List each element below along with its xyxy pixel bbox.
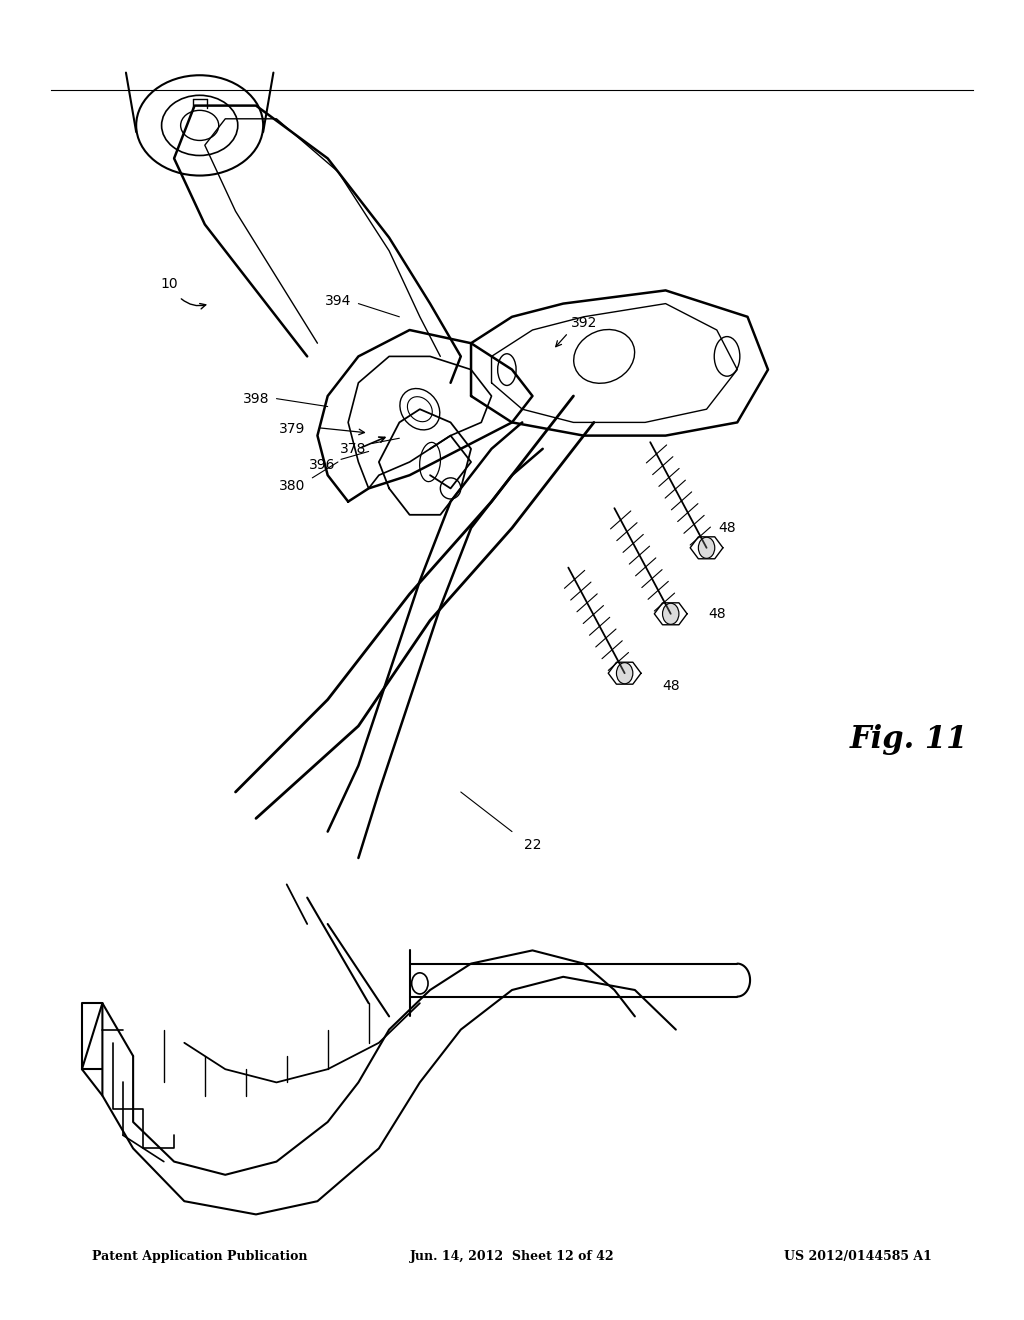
Text: 380: 380 — [279, 479, 305, 492]
Circle shape — [663, 603, 679, 624]
Text: 394: 394 — [325, 294, 351, 308]
Text: Jun. 14, 2012  Sheet 12 of 42: Jun. 14, 2012 Sheet 12 of 42 — [410, 1250, 614, 1263]
Text: 379: 379 — [279, 422, 305, 436]
Text: 378: 378 — [340, 442, 367, 455]
Text: 48: 48 — [662, 680, 680, 693]
Text: 396: 396 — [309, 458, 336, 471]
Text: 22: 22 — [523, 838, 542, 851]
Text: 398: 398 — [243, 392, 269, 405]
Text: 392: 392 — [570, 317, 597, 330]
Text: Fig. 11: Fig. 11 — [850, 723, 969, 755]
Text: Patent Application Publication: Patent Application Publication — [92, 1250, 307, 1263]
Text: 10: 10 — [160, 277, 178, 290]
Circle shape — [616, 663, 633, 684]
Text: US 2012/0144585 A1: US 2012/0144585 A1 — [784, 1250, 932, 1263]
Text: 48: 48 — [718, 521, 736, 535]
Circle shape — [698, 537, 715, 558]
Text: 48: 48 — [708, 607, 726, 620]
